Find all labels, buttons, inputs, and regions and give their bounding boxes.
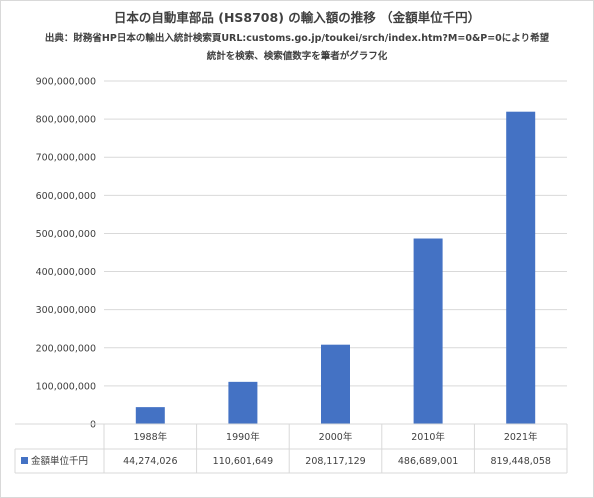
bar: [228, 381, 258, 424]
y-tick-label: 400,000,000: [36, 267, 96, 278]
legend-swatch: [21, 457, 28, 464]
data-label: 819,448,058: [490, 456, 550, 467]
x-tick-label: 2000年: [319, 431, 353, 443]
chart-source-line-1: 出典：財務省HP日本の輸出入統計検索頁URL:customs.go.jp/tou…: [44, 33, 550, 44]
x-tick-label: 1990年: [226, 431, 260, 443]
x-tick-label: 2021年: [504, 431, 538, 443]
y-tick-label: 200,000,000: [36, 343, 96, 354]
data-label: 486,689,001: [398, 456, 458, 467]
chart-title: 日本の自動車部品 (HS8708) の輸入額の推移 （金額単位千円）: [113, 10, 481, 25]
legend-label: 金額単位千円: [31, 455, 88, 467]
y-tick-label: 600,000,000: [36, 191, 96, 202]
bar: [506, 111, 536, 424]
y-tick-label: 500,000,000: [36, 229, 96, 240]
data-label: 208,117,129: [305, 456, 365, 467]
data-label: 44,274,026: [123, 456, 177, 467]
y-tick-label: 700,000,000: [36, 153, 96, 164]
y-tick-label: 900,000,000: [36, 77, 96, 88]
y-tick-label: 800,000,000: [36, 115, 96, 126]
chart-source-line-2: 統計を検索、検索値数字を筆者がグラフ化: [206, 51, 388, 62]
y-tick-label: 300,000,000: [36, 305, 96, 316]
x-tick-label: 1988年: [133, 431, 167, 443]
data-label: 110,601,649: [213, 456, 273, 467]
bar: [321, 344, 350, 424]
y-tick-label: 0: [90, 420, 96, 431]
y-tick-label: 100,000,000: [36, 381, 96, 392]
bar: [135, 407, 165, 424]
x-tick-label: 2010年: [411, 431, 445, 443]
bar: [413, 238, 443, 424]
